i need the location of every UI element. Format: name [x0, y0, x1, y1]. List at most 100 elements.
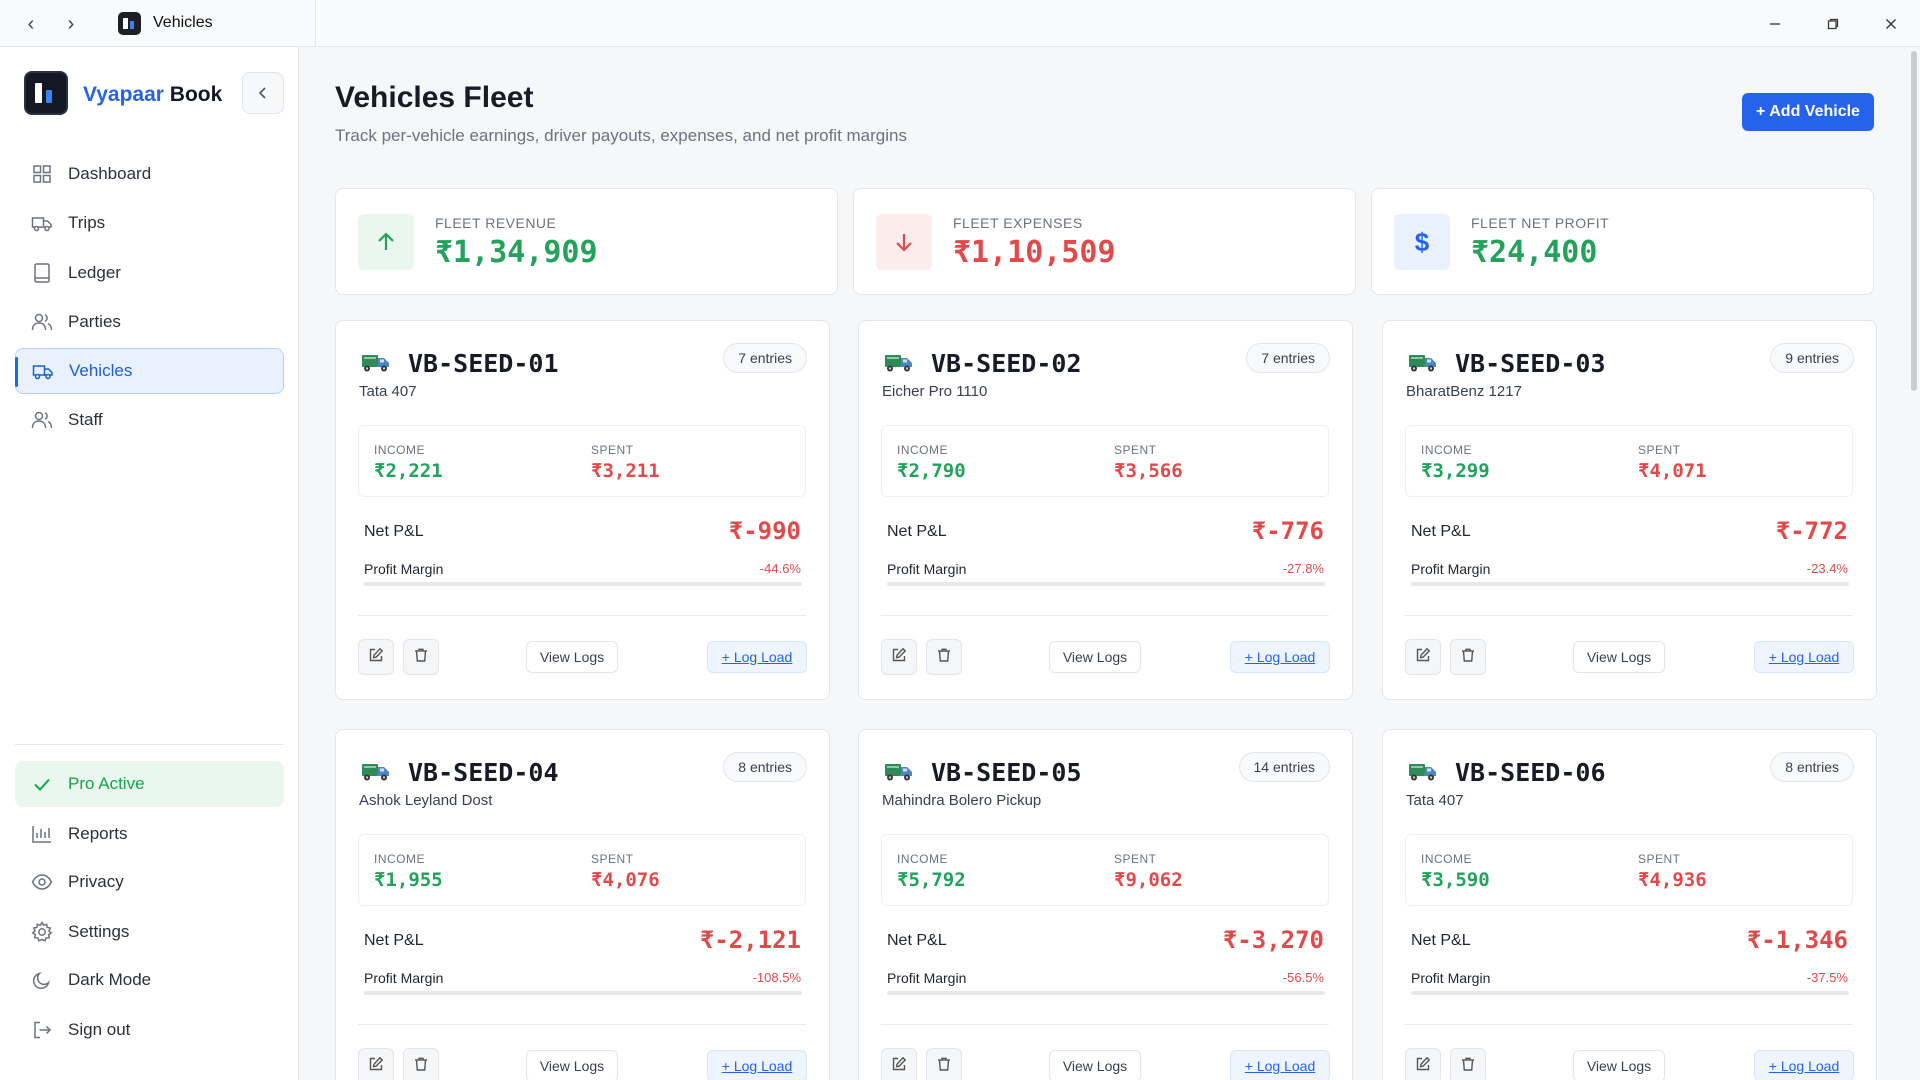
edit-icon: [368, 647, 384, 668]
net-pl-label: Net P&L: [364, 932, 424, 949]
stat-value: ₹1,10,509: [953, 235, 1116, 270]
edit-button[interactable]: [881, 1048, 917, 1080]
entries-badge: 9 entries: [1770, 343, 1854, 373]
delete-button[interactable]: [403, 1048, 439, 1080]
log-load-button[interactable]: + Log Load: [707, 641, 807, 673]
sidebar-item-reports[interactable]: Reports: [15, 811, 284, 857]
vehicle-id: VB-SEED-04: [408, 758, 559, 787]
sidebar-item-settings[interactable]: Settings: [15, 909, 284, 955]
spent-value: ₹3,211: [591, 460, 660, 482]
eye-icon: [30, 870, 54, 894]
arrow-down-icon: [876, 214, 932, 270]
log-load-button[interactable]: + Log Load: [1230, 1050, 1330, 1080]
sidebar-item-label: Vehicles: [69, 361, 133, 380]
trash-icon: [936, 1056, 952, 1077]
edit-button[interactable]: [881, 639, 917, 675]
profit-margin-label: Profit Margin: [887, 561, 967, 577]
profit-margin-label: Profit Margin: [1411, 561, 1491, 577]
profit-margin-value: -108.5%: [752, 970, 801, 985]
logo: [24, 71, 68, 115]
vehicle-card: VB-SEED-01 Tata 407 7 entries INCOME ₹2,221 S…: [335, 320, 830, 700]
net-pl-value: ₹-990: [728, 517, 801, 545]
vehicle-id: VB-SEED-06: [1455, 758, 1606, 787]
sidebar-item-ledger[interactable]: Ledger: [15, 250, 284, 296]
profit-margin-bar: [887, 582, 1325, 586]
close-icon[interactable]: [1879, 12, 1903, 36]
edit-button[interactable]: [1405, 639, 1441, 675]
restore-icon[interactable]: [1821, 12, 1845, 36]
sidebar-item-label: Settings: [68, 922, 130, 941]
edit-button[interactable]: [358, 1048, 394, 1080]
sidebar-item-staff[interactable]: Staff: [15, 397, 284, 443]
log-load-button[interactable]: + Log Load: [1230, 641, 1330, 673]
delete-button[interactable]: [1450, 639, 1486, 675]
add-vehicle-button[interactable]: + Add Vehicle: [1742, 93, 1874, 131]
sidebar-item-sign-out[interactable]: Sign out: [15, 1007, 284, 1053]
view-logs-button[interactable]: View Logs: [1049, 641, 1141, 673]
profit-margin-label: Profit Margin: [364, 561, 444, 577]
log-load-button[interactable]: + Log Load: [1754, 641, 1854, 673]
sidebar-item-vehicles[interactable]: Vehicles: [15, 348, 284, 394]
app-icon: [118, 12, 141, 35]
truck-icon: [1408, 760, 1438, 788]
sidebar-item-label: Staff: [68, 410, 103, 429]
sidebar: Vyapaar Book Dashboard Trips Ledger Part…: [0, 47, 299, 1080]
stat-card-net-profit: $ FLEET NET PROFIT ₹24,400: [1371, 188, 1874, 295]
profit-margin-bar: [1411, 582, 1849, 586]
net-pl-value: ₹-2,121: [699, 926, 801, 954]
profit-margin-label: Profit Margin: [1411, 970, 1491, 986]
spent-label: SPENT: [1114, 443, 1157, 457]
income-spent-box: INCOME ₹2,221 SPENT ₹3,211: [358, 425, 806, 497]
sidebar-item-label: Dashboard: [68, 164, 152, 183]
view-logs-button[interactable]: View Logs: [526, 1050, 618, 1080]
delete-button[interactable]: [926, 639, 962, 675]
view-logs-button[interactable]: View Logs: [526, 641, 618, 673]
sidebar-item-dark-mode[interactable]: Dark Mode: [15, 957, 284, 1003]
sidebar-item-pro-active[interactable]: Pro Active: [15, 761, 284, 807]
arrow-up-icon: [358, 214, 414, 270]
brand-part-1: Vyapaar: [83, 83, 164, 106]
edit-button[interactable]: [358, 639, 394, 675]
view-logs-button[interactable]: View Logs: [1573, 1050, 1665, 1080]
net-pl-value: ₹-1,346: [1746, 926, 1848, 954]
edit-icon: [1415, 647, 1431, 668]
check-icon: [30, 772, 54, 796]
card-divider: [1405, 615, 1853, 616]
truck-icon: [1408, 351, 1438, 379]
stat-card-expenses: FLEET EXPENSES ₹1,10,509: [853, 188, 1356, 295]
title-bar: ‹ › Vehicles: [0, 0, 1920, 47]
back-icon[interactable]: ‹: [27, 12, 35, 35]
sidebar-item-privacy[interactable]: Privacy: [15, 859, 284, 905]
page-subtitle: Track per-vehicle earnings, driver payou…: [335, 126, 907, 145]
view-logs-button[interactable]: View Logs: [1049, 1050, 1141, 1080]
log-load-button[interactable]: + Log Load: [1754, 1050, 1854, 1080]
forward-icon[interactable]: ›: [67, 12, 75, 35]
card-divider: [358, 615, 806, 616]
delete-button[interactable]: [926, 1048, 962, 1080]
sidebar-item-parties[interactable]: Parties: [15, 299, 284, 345]
edit-icon: [1415, 1056, 1431, 1077]
net-pl-label: Net P&L: [364, 523, 424, 540]
stat-value: ₹24,400: [1471, 235, 1598, 270]
sidebar-item-dashboard[interactable]: Dashboard: [15, 151, 284, 197]
income-spent-box: INCOME ₹5,792 SPENT ₹9,062: [881, 834, 1329, 906]
edit-button[interactable]: [1405, 1048, 1441, 1080]
spent-value: ₹4,071: [1638, 460, 1707, 482]
vehicle-model: Ashok Leyland Dost: [359, 792, 493, 809]
minimize-icon[interactable]: [1763, 12, 1787, 36]
delete-button[interactable]: [403, 639, 439, 675]
truck-icon: [884, 351, 914, 379]
income-value: ₹1,955: [374, 869, 443, 891]
collapse-sidebar-button[interactable]: [242, 72, 284, 114]
sidebar-item-trips[interactable]: Trips: [15, 200, 284, 246]
logout-icon: [30, 1018, 54, 1042]
log-load-button[interactable]: + Log Load: [707, 1050, 807, 1080]
spent-value: ₹4,936: [1638, 869, 1707, 891]
card-divider: [881, 1024, 1329, 1025]
sidebar-item-label: Reports: [68, 824, 128, 843]
moon-icon: [30, 968, 54, 992]
delete-button[interactable]: [1450, 1048, 1486, 1080]
view-logs-button[interactable]: View Logs: [1573, 641, 1665, 673]
scrollbar[interactable]: [1911, 51, 1917, 391]
profit-margin-bar: [1411, 991, 1849, 995]
